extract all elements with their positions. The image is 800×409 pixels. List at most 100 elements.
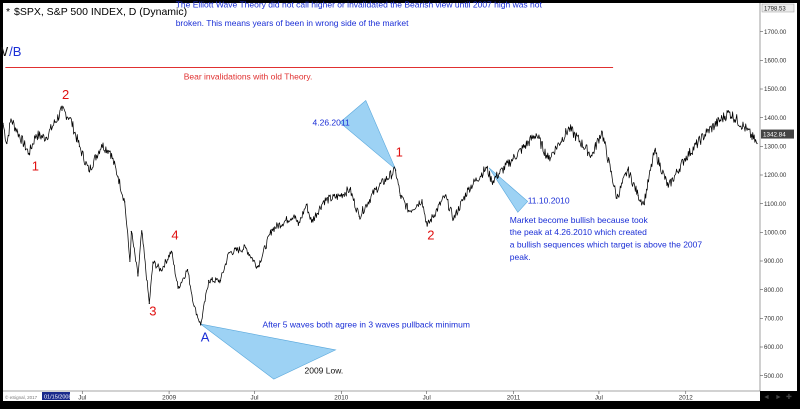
y-tick-label: 800.00 bbox=[764, 287, 783, 294]
copyright-text: © eSignal, 2017 bbox=[5, 394, 38, 400]
price-point bbox=[160, 269, 162, 271]
y-axis-ticks: 500.00 600.00 700.00 800.00 900.00 1000.00 110… bbox=[760, 29, 794, 380]
x-cursor-box bbox=[42, 392, 70, 400]
projection-triangle-3 bbox=[200, 323, 337, 380]
y-tick-label: 700.00 bbox=[764, 316, 783, 323]
price-point bbox=[684, 158, 686, 160]
wave-label: 1 bbox=[396, 144, 403, 159]
resistance-label: Bear invalidations with old Theory. bbox=[184, 72, 313, 82]
scroll-left-icon[interactable]: ◄ bbox=[763, 394, 770, 401]
y-tick-label: 1000.00 bbox=[764, 230, 787, 237]
price-point bbox=[200, 324, 202, 326]
expand-icon[interactable]: ✚ bbox=[786, 393, 792, 401]
price-point bbox=[654, 150, 656, 152]
price-point bbox=[152, 261, 154, 263]
y-tick-label: 1400.00 bbox=[764, 115, 787, 122]
price-point bbox=[177, 287, 179, 289]
x-cursor-marker: 01/15/2008 bbox=[42, 392, 72, 401]
annotation-layer: The Elliott Wave Theory did not call hig… bbox=[176, 0, 703, 375]
price-point bbox=[193, 305, 195, 307]
price-point bbox=[358, 215, 360, 217]
price-point bbox=[408, 210, 410, 212]
scroll-right-icon[interactable]: ► bbox=[775, 394, 782, 401]
price-point bbox=[101, 144, 103, 146]
price-point bbox=[297, 224, 299, 226]
price-point bbox=[148, 302, 150, 304]
price-point bbox=[706, 131, 708, 133]
price-point bbox=[637, 194, 639, 196]
price-point bbox=[28, 152, 30, 155]
annotation-text: 2009 Low. bbox=[305, 365, 344, 375]
top-price-label: 1798.53 bbox=[764, 7, 786, 13]
price-point bbox=[17, 131, 19, 133]
header-marker: * bbox=[6, 6, 10, 18]
price-point bbox=[746, 129, 748, 131]
last-price-label: 1342.84 bbox=[763, 131, 786, 138]
price-point bbox=[444, 195, 446, 197]
annotation-text: broken. This means years of been in wron… bbox=[176, 18, 409, 28]
annotation-text: 11.10.2010 bbox=[528, 196, 570, 206]
x-tick-label: Jul bbox=[250, 395, 258, 402]
x-tick-label: Jul bbox=[595, 395, 603, 402]
y-tick-label: 1500.00 bbox=[764, 86, 787, 93]
price-point bbox=[643, 203, 645, 205]
price-point bbox=[117, 176, 119, 178]
x-tick-label: Jul bbox=[423, 395, 431, 402]
shaded-triangles bbox=[200, 100, 529, 380]
price-point bbox=[129, 260, 131, 262]
price-point bbox=[338, 195, 340, 197]
price-point bbox=[323, 200, 325, 202]
price-point bbox=[305, 203, 307, 206]
price-point bbox=[244, 247, 247, 249]
price-point bbox=[591, 155, 593, 157]
price-point bbox=[756, 142, 758, 145]
projection-triangle-1 bbox=[339, 100, 396, 170]
projection-triangle-2 bbox=[488, 167, 529, 213]
price-point bbox=[186, 269, 189, 271]
price-line bbox=[2, 105, 758, 326]
price-point bbox=[88, 170, 90, 172]
x-cursor-label: 01/15/2008 bbox=[44, 395, 72, 401]
x-axis-ticks: Jul 2009 Jul 2010 Jul 2011 Jul 2012 bbox=[78, 391, 693, 402]
price-point bbox=[421, 199, 423, 201]
y-tick-label: 1200.00 bbox=[764, 172, 787, 179]
price-point bbox=[219, 279, 222, 282]
annotation-text: Market become bullish because took bbox=[510, 215, 649, 225]
price-point bbox=[311, 221, 313, 223]
y-tick-label: 1100.00 bbox=[764, 201, 786, 208]
price-point bbox=[467, 188, 469, 190]
wave-label: 4 bbox=[171, 228, 178, 243]
wave-label: 1 bbox=[32, 159, 39, 174]
price-point bbox=[35, 134, 37, 136]
price-point bbox=[208, 279, 210, 282]
price-point bbox=[130, 230, 132, 233]
price-point bbox=[375, 188, 377, 190]
scroll-controls[interactable]: ◄ ► ✚ bbox=[763, 393, 792, 401]
price-point bbox=[109, 150, 111, 152]
price-series-layer bbox=[2, 105, 758, 326]
price-point bbox=[69, 117, 71, 119]
resistance-layer: Bear invalidations with old Theory. bbox=[5, 67, 614, 82]
plot-area bbox=[3, 3, 760, 391]
top-price-box bbox=[761, 3, 795, 13]
top-price-marker: 1798.53 bbox=[761, 3, 795, 13]
price-point bbox=[535, 133, 537, 135]
x-tick-label: 2011 bbox=[507, 395, 521, 402]
wave-label: 3 bbox=[149, 304, 156, 319]
price-axis bbox=[760, 3, 797, 391]
wave-label-layer: W/B 1 2 3 4 A 1 2 bbox=[0, 44, 434, 344]
price-point bbox=[45, 137, 47, 139]
x-tick-label: 2012 bbox=[679, 395, 694, 402]
price-point bbox=[141, 230, 143, 232]
y-tick-label: 1600.00 bbox=[764, 58, 787, 65]
price-point bbox=[293, 214, 295, 216]
x-tick-label: 2010 bbox=[334, 395, 349, 402]
price-point bbox=[2, 122, 4, 124]
price-point bbox=[728, 111, 730, 113]
price-point bbox=[61, 109, 63, 111]
price-point bbox=[395, 169, 397, 171]
annotation-text: 4.26.2011 bbox=[313, 118, 350, 128]
y-tick-label: 900.00 bbox=[764, 258, 783, 265]
price-point bbox=[124, 201, 126, 203]
